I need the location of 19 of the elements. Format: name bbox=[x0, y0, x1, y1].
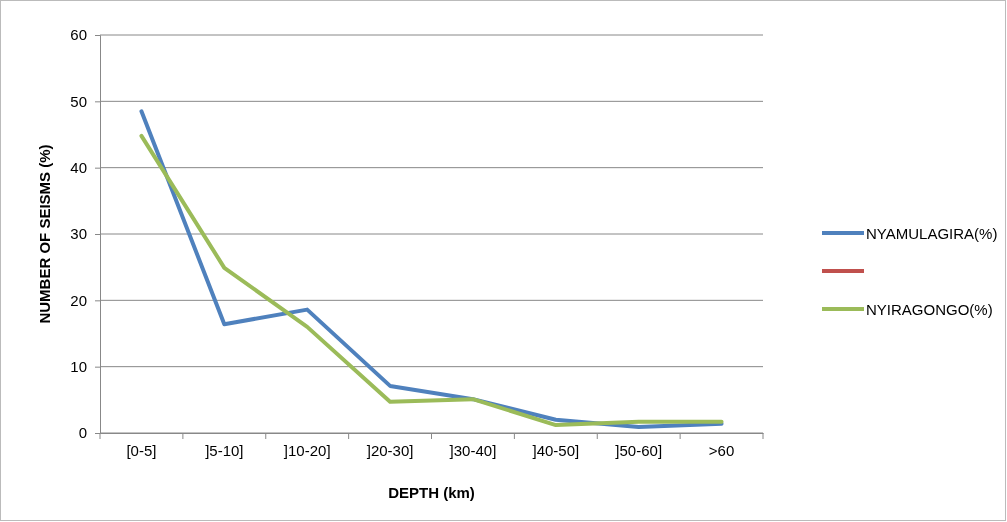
x-axis-title: DEPTH (km) bbox=[388, 484, 475, 501]
y-axis-title: NUMBER OF SEISMS (%) bbox=[36, 144, 53, 324]
y-tick-label: 10 bbox=[70, 357, 87, 375]
y-tick-label: 30 bbox=[70, 225, 87, 243]
y-tick-label: 40 bbox=[70, 158, 87, 176]
x-tick-label: [0-5] bbox=[126, 441, 157, 459]
x-tick-label: ]40-50] bbox=[532, 441, 580, 459]
y-tick-label: 50 bbox=[70, 92, 87, 110]
y-tick-label: 60 bbox=[70, 26, 87, 44]
legend-label: NYIRAGONGO(%) bbox=[866, 301, 993, 318]
x-tick-label: ]5-10] bbox=[205, 441, 244, 459]
x-tick-label: ]20-30] bbox=[366, 441, 414, 459]
x-tick-label: ]30-40] bbox=[449, 441, 497, 459]
x-tick-label: >60 bbox=[708, 441, 735, 459]
y-tick-label: 0 bbox=[78, 424, 87, 442]
x-tick-label: ]50-60] bbox=[615, 441, 663, 459]
legend-label: NYAMULAGIRA(%) bbox=[866, 225, 998, 242]
y-tick-label: 20 bbox=[70, 291, 87, 309]
x-tick-label: ]10-20] bbox=[283, 441, 331, 459]
